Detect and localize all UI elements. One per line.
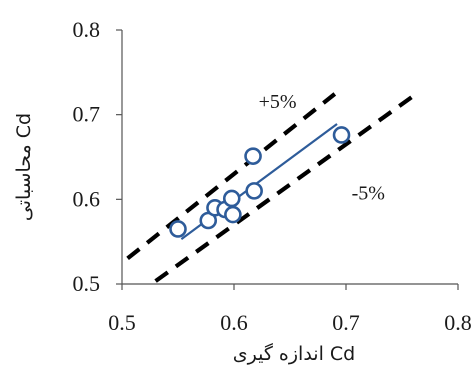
- x-axis-title: اندازه گیری Cd: [233, 342, 356, 365]
- bound-line: [126, 92, 337, 261]
- data-point: [222, 189, 241, 208]
- x-tick-label: 0.5: [108, 310, 136, 335]
- x-tick-label: 0.6: [220, 310, 248, 335]
- data-point: [169, 220, 187, 238]
- y-tick-label: 0.5: [73, 271, 101, 296]
- x-tick-label: 0.8: [444, 310, 472, 335]
- y-tick-label: 0.8: [73, 17, 101, 42]
- bound-line: [154, 94, 415, 283]
- bound-lines: [126, 92, 415, 283]
- data-point: [332, 126, 351, 144]
- bound-annotation: +5%: [259, 91, 297, 113]
- labels: +5% -5% اندازه گیری Cd محاسباتی Cd: [13, 91, 385, 365]
- y-tick-label: 0.7: [73, 102, 101, 127]
- y-axis-title: محاسباتی Cd: [13, 113, 35, 221]
- y-tick-label: 0.6: [73, 186, 101, 211]
- bound-annotation: -5%: [352, 182, 385, 204]
- data-point: [224, 205, 242, 224]
- x-tick-label: 0.7: [332, 310, 360, 335]
- data-point: [245, 182, 263, 200]
- data-point: [244, 147, 262, 165]
- axes: 0.5 0.6 0.7 0.8 0.5 0.6 0.7 0.8: [73, 17, 472, 335]
- data-points: [169, 126, 351, 238]
